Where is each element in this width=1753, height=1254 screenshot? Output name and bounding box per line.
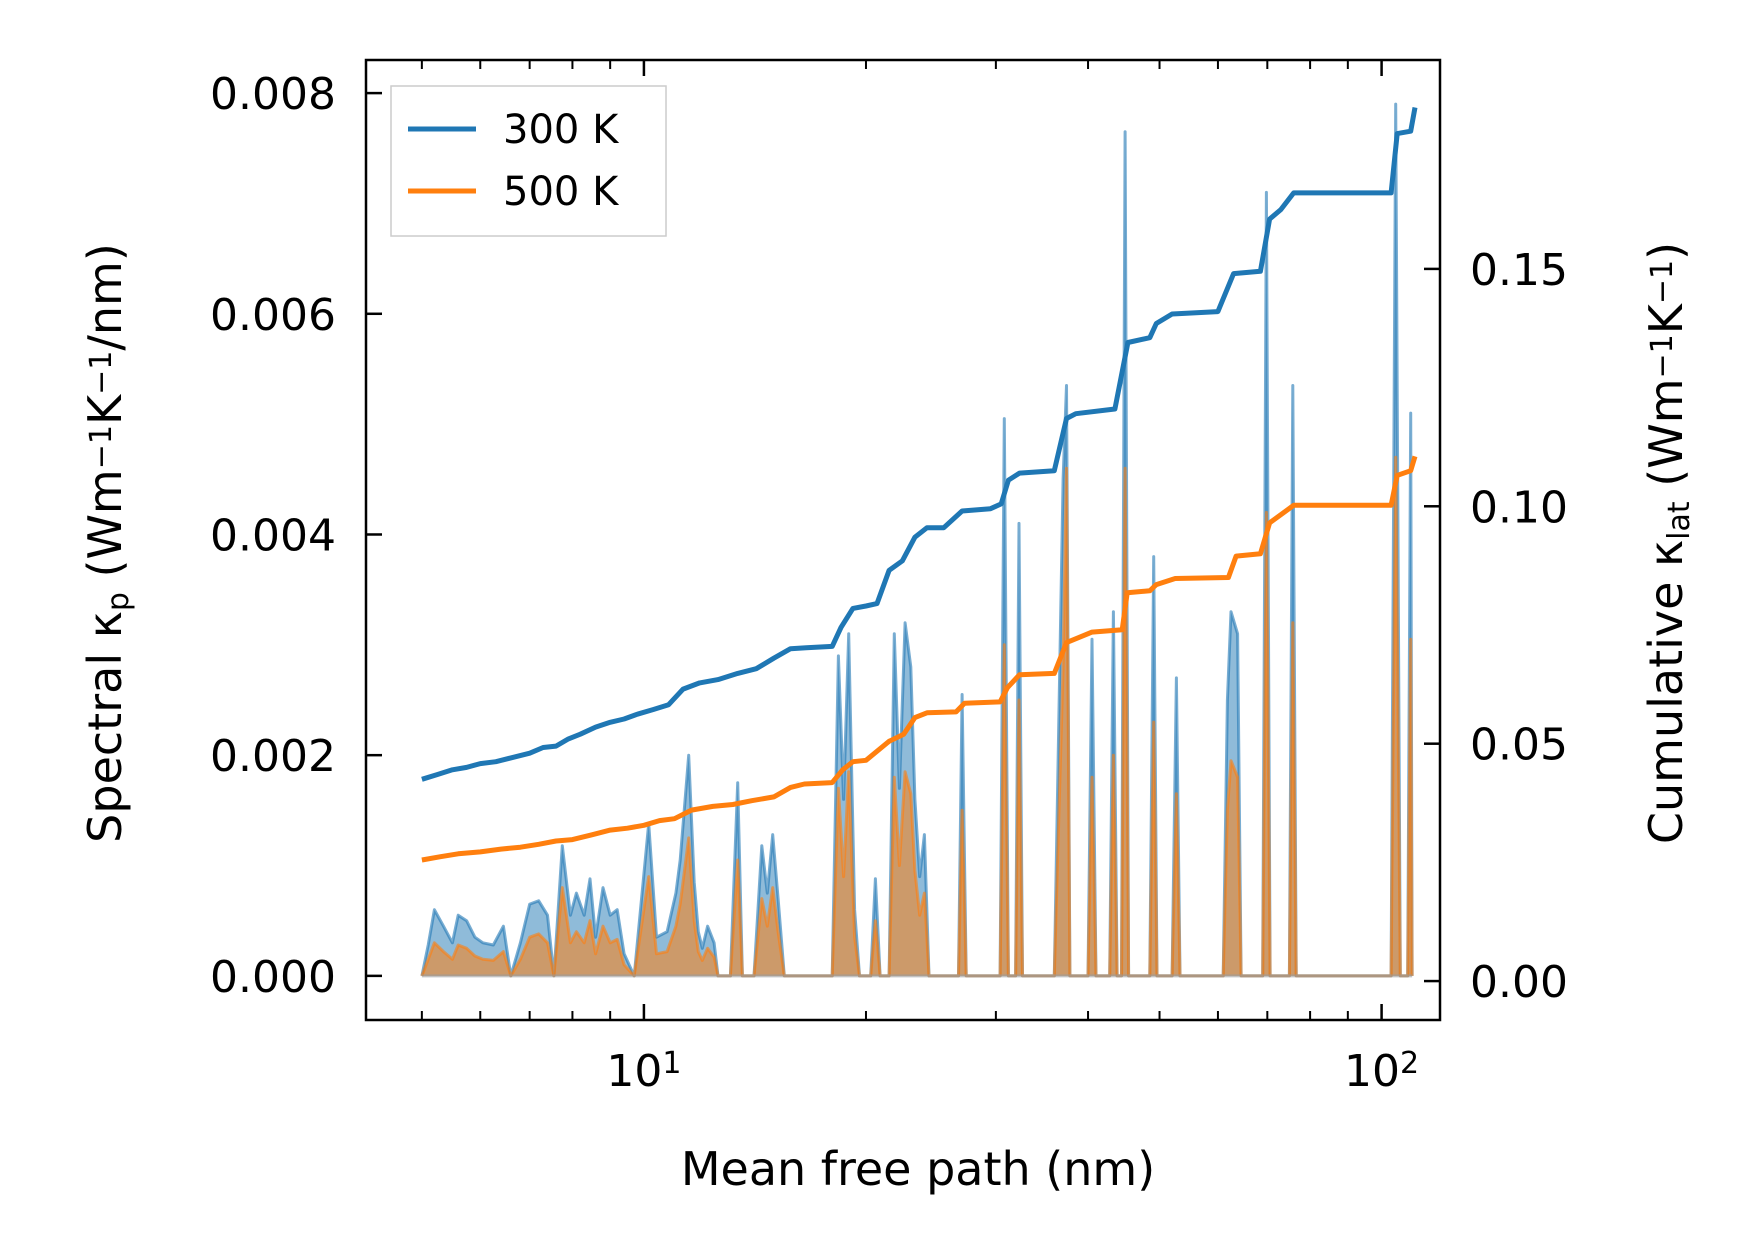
y-left-tick-label: 0.000 <box>210 952 336 1003</box>
y-left-tick-label: 0.004 <box>210 510 336 561</box>
legend: 300 K 500 K <box>390 85 667 237</box>
plot-frame <box>364 58 1442 1022</box>
y-left-tick-label: 0.008 <box>210 69 336 120</box>
cumulative-line-300k <box>421 107 1418 782</box>
x-tick-label: 101 <box>606 1046 681 1098</box>
axes: 101 102 0.000 0.002 0.004 0.006 0.008 0.00 0.05 0… <box>210 58 1568 1098</box>
y-axis-left-title: Spectral κp (Wm−1K−1/nm) <box>78 243 136 843</box>
cumulative-line-500k <box>421 455 1418 863</box>
x-axis-title: Mean free path (nm) <box>681 1142 1155 1196</box>
plot-area <box>420 102 1418 978</box>
y-axis-right-title: Cumulative κlat (Wm−1K−1) <box>1639 242 1697 844</box>
y-right-tick-label: 0.05 <box>1470 720 1568 771</box>
legend-label-300k: 300 K <box>503 107 620 153</box>
y-right-tick-label: 0.10 <box>1470 482 1568 533</box>
y-right-tick-label: 0.15 <box>1470 245 1568 296</box>
x-tick-label: 102 <box>1344 1046 1419 1098</box>
y-left-tick-label: 0.006 <box>210 290 336 341</box>
legend-label-500k: 500 K <box>503 169 620 215</box>
legend-frame <box>390 85 667 237</box>
y-left-tick-label: 0.002 <box>210 731 336 782</box>
y-right-tick-label: 0.00 <box>1470 957 1568 1008</box>
